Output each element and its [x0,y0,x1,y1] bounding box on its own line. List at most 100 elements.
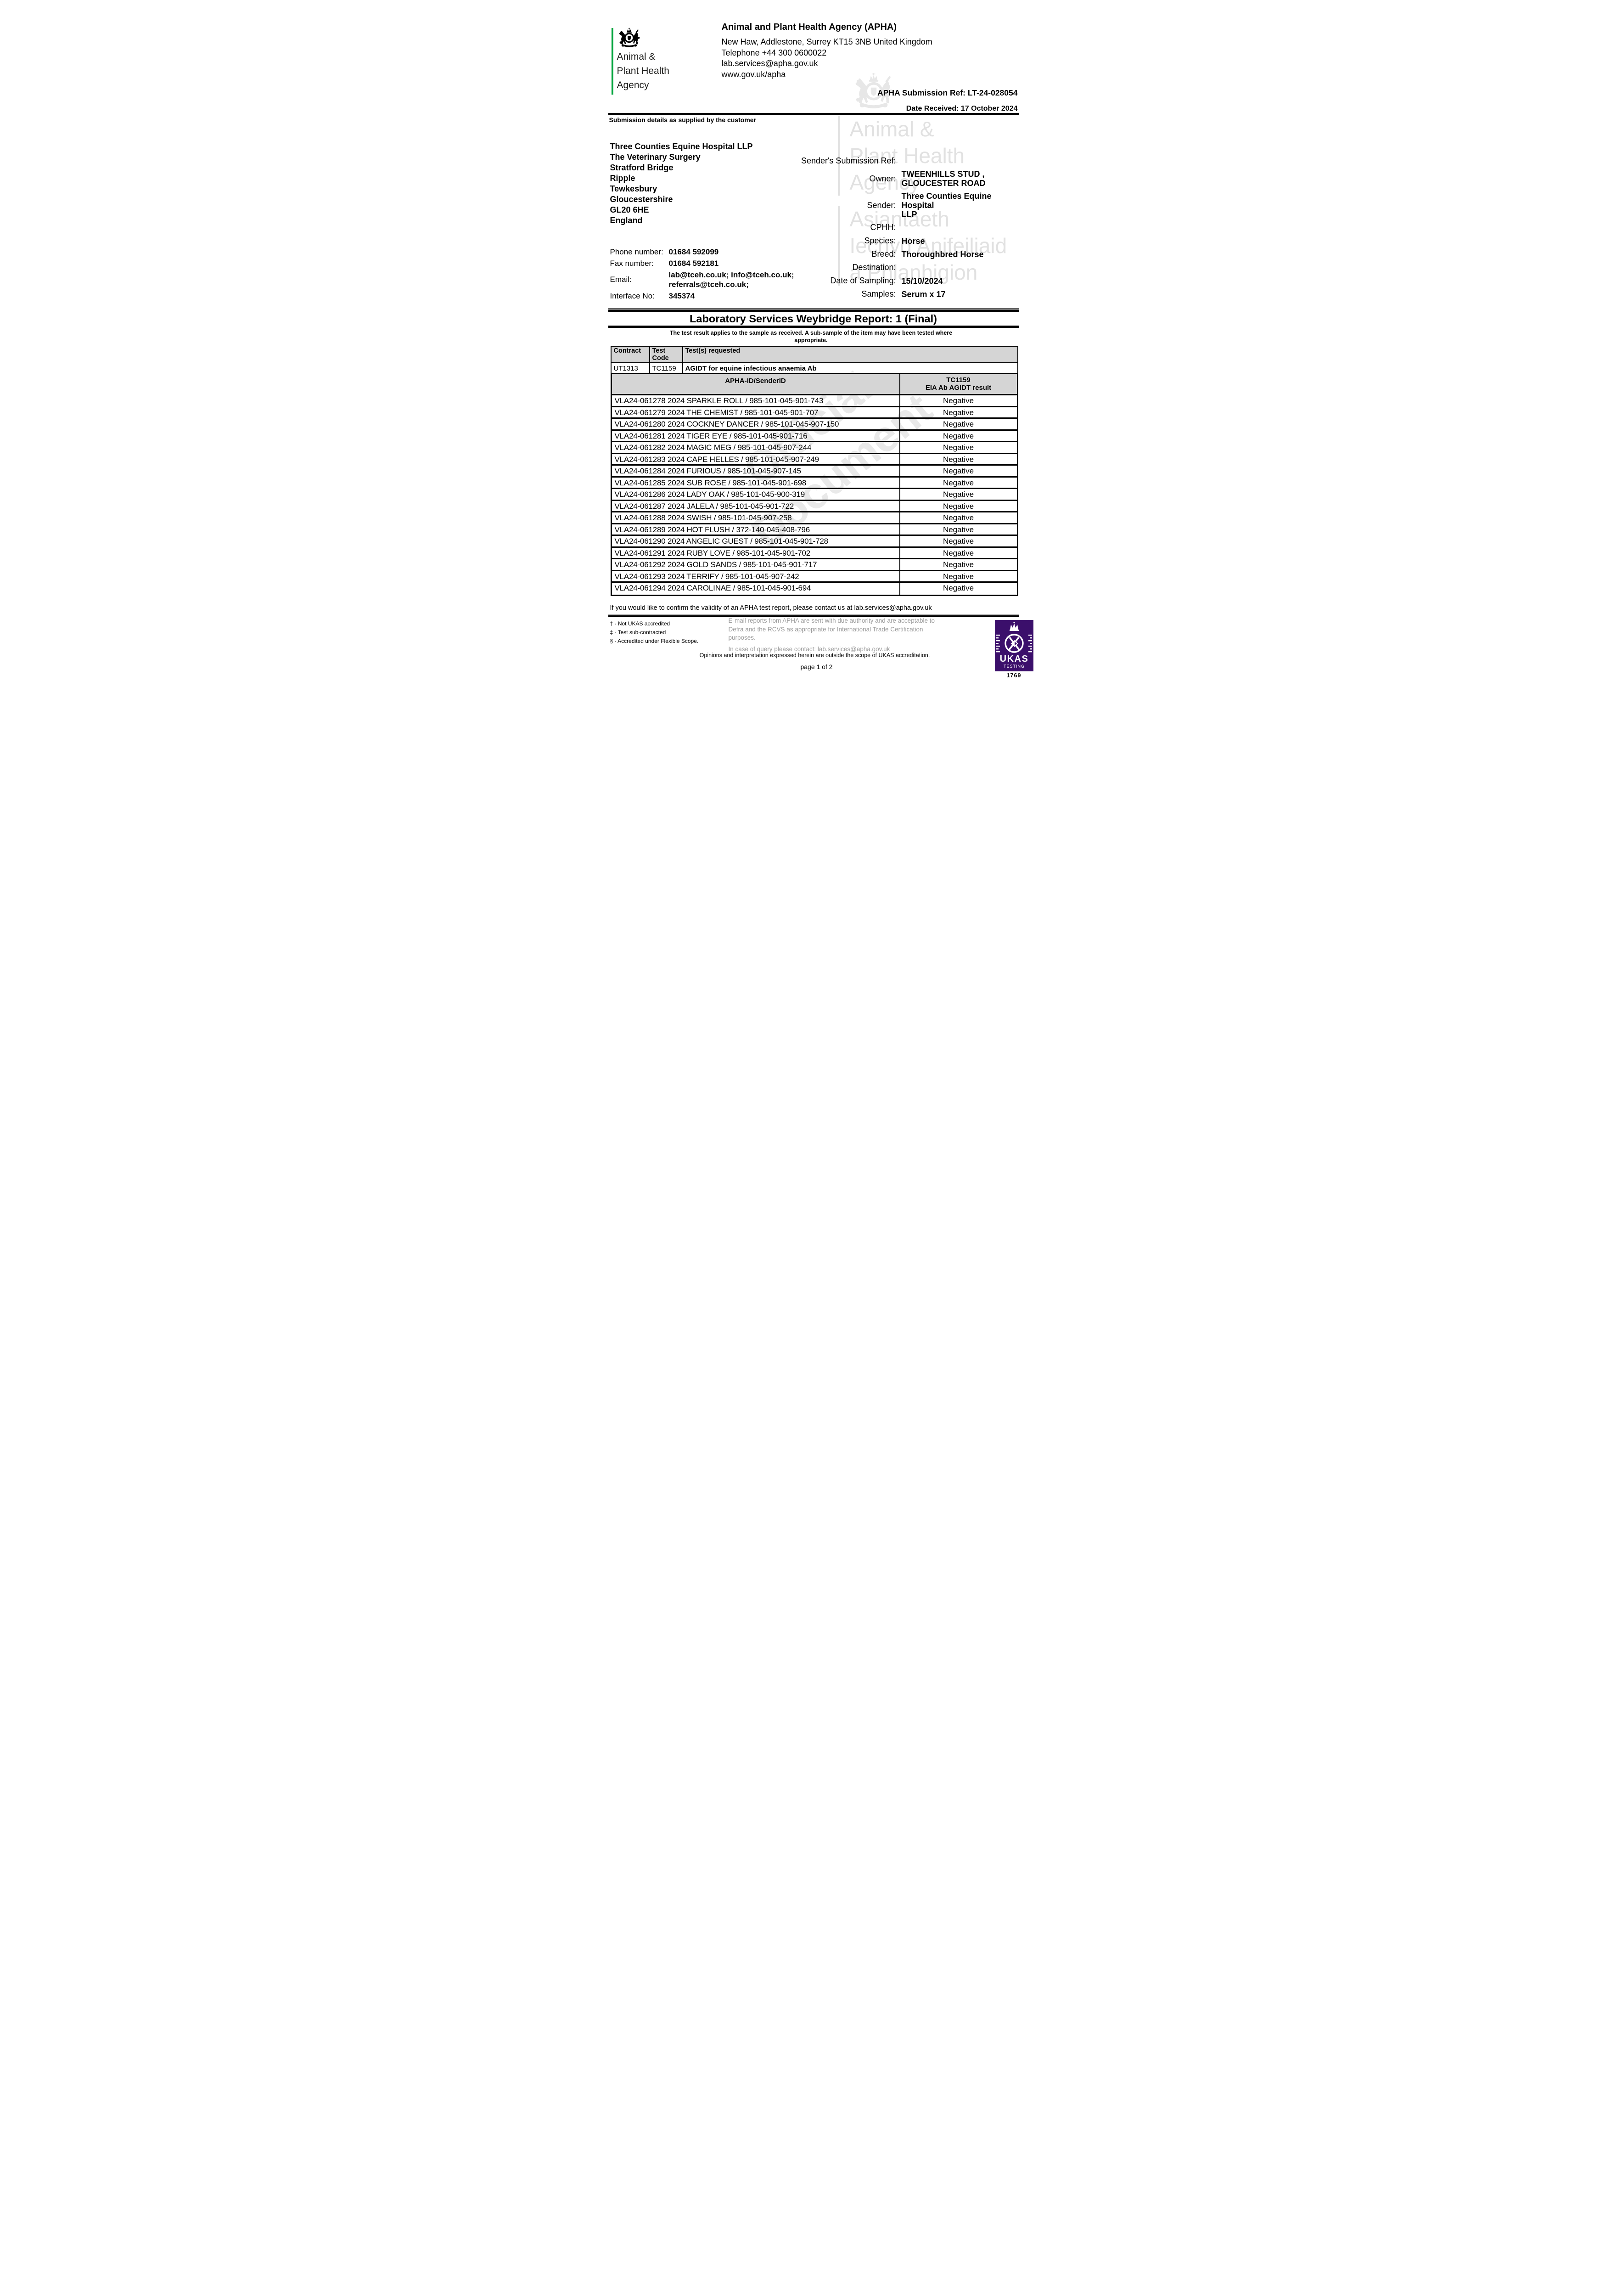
title-thin-rule [608,308,1019,309]
sample-id: VLA24-061289 2024 HOT FLUSH / 372-140-04… [612,524,900,535]
contact-value-line: referrals@tceh.co.uk; [668,280,749,289]
test-result: Negative [943,513,974,522]
field-label: Species: [864,236,896,245]
customer-address-line: Stratford Bridge [610,163,673,172]
submission-field-row: Destination: [729,263,1019,272]
watermark-line: Asiantaeth [849,207,949,231]
result-row: VLA24-061289 2024 HOT FLUSH / 372-140-04… [612,524,1017,536]
result-row: VLA24-061283 2024 CAPE HELLES / 985-101-… [612,454,1017,466]
email-notice-text: E-mail reports from APHA are sent with d… [728,617,935,641]
customer-address-block: Three Counties Equine Hospital LLP The Ve… [610,141,753,226]
field-value-line: Three Counties Equine Hospital [901,191,992,210]
result-row: VLA24-061278 2024 SPARKLE ROLL / 985-101… [612,395,1017,407]
field-value: Horse [902,236,1014,246]
tests-requested-row: UT1313 TC1159 AGIDT for equine infectiou… [612,363,1017,376]
watermark-line: Iechyd Anifeiliaid [849,234,1007,258]
submission-field-row: Sender: Three Counties Equine Hospital LLP [729,191,1019,219]
submission-field-row: Species: Horse [729,236,1019,246]
tests-requested-header-row: Contract Test Code Test(s) requested [611,347,1017,363]
sample-id: VLA24-061290 2024 ANGELIC GUEST / 985-10… [612,536,900,546]
footnote: † - Not UKAS accredited [610,620,670,627]
apha-logo-wordmark: Animal & Plant Health Agency [617,50,669,92]
contact-value: lab@tceh.co.uk; info@tceh.co.uk; referral… [669,270,802,289]
field-value-line: Thoroughbred Horse [901,249,984,259]
customer-address-line: GL20 6HE [610,205,649,214]
customer-address-line: Gloucestershire [610,195,673,204]
agency-title: Animal and Plant Health Agency (APHA) [721,22,897,32]
submission-field-row: Sender's Submission Ref: [729,156,1019,166]
field-value: Serum x 17 [902,290,1014,299]
result-row: VLA24-061279 2024 THE CHEMIST / 985-101-… [612,407,1017,419]
watermark-line: Agency [849,170,920,194]
contact-label: Email: [610,275,632,284]
sample-id: VLA24-061291 2024 RUBY LOVE / 985-101-04… [612,547,900,558]
sample-id: VLA24-061280 2024 COCKNEY DANCER / 985-1… [612,419,900,429]
test-result: Negative [943,431,974,440]
field-label: Samples: [861,289,896,298]
sample-id: VLA24-061283 2024 CAPE HELLES / 985-101-… [612,454,900,464]
field-label: Owner: [869,174,896,183]
sample-id: VLA24-061293 2024 TERRIFY / 985-101-045-… [612,571,900,581]
result-row: VLA24-061284 2024 FURIOUS / 985-101-045-… [612,466,1017,478]
title-bottom-rule [608,326,1019,328]
contact-value-line: 01684 592099 [668,248,719,256]
contact-value-line: 01684 592181 [668,259,719,268]
contact-field-row: Phone number: 01684 592099 [610,247,808,257]
ukas-testing-logo: UKAS TESTING [994,620,1033,671]
result-row: VLA24-061280 2024 COCKNEY DANCER / 985-1… [612,419,1017,431]
footer-rule [608,615,1019,617]
result-row: VLA24-061282 2024 MAGIC MEG / 985-101-04… [612,442,1017,454]
customer-address-line: The Veterinary Surgery [610,152,701,162]
sample-id: VLA24-061286 2024 LADY OAK / 985-101-045… [612,489,900,500]
sample-note: The test result applies to the sample as… [669,330,953,343]
result-row: VLA24-061286 2024 LADY OAK / 985-101-045… [612,489,1017,501]
test-result: Negative [943,572,974,581]
result-row: VLA24-061287 2024 JALELA / 985-101-045-9… [612,501,1017,512]
field-value-line: Horse [901,236,925,246]
col-header-result: TC1159 EIA Ab AGIDT result [900,374,1017,394]
logo-wordmark-line: Plant Health [617,66,669,76]
contact-value: 01684 592099 [669,247,802,257]
contact-value: 345374 [669,291,802,301]
lab-report-page: Animal & Plant Health Agency Asiantaeth Iec… [567,0,1055,689]
customer-address-line: England [610,216,643,225]
test-result: Negative [943,455,974,464]
accreditation-footnotes: † - Not UKAS accredited ‡ - Test sub-cont… [610,621,699,647]
sample-id: VLA24-061282 2024 MAGIC MEG / 985-101-04… [612,442,900,453]
result-header-test-code: TC1159 [946,376,971,384]
agency-address: New Haw, Addlestone, Surrey KT15 3NB Uni… [721,37,932,46]
sample-id: VLA24-061292 2024 GOLD SANDS / 985-101-0… [612,559,900,570]
agency-website: www.gov.uk/apha [721,69,786,79]
apha-submission-ref: APHA Submission Ref: LT-24-028054 [877,88,1018,97]
test-result: Negative [943,408,974,417]
field-value: Three Counties Equine Hospital LLP [902,191,1014,219]
col-header-tests-requested: Test(s) requested [685,347,741,355]
test-result: Negative [943,478,974,487]
test-result: Negative [943,501,974,511]
test-code-value: TC1159 [650,363,683,376]
results-rows: VLA24-061278 2024 SPARKLE ROLL / 985-101… [612,395,1017,595]
watermark-line: Plant Health [849,144,965,168]
submission-field-row: Owner: TWEENHILLS STUD , GLOUCESTER ROAD [729,169,1019,188]
logo-wordmark-line: Agency [617,80,649,90]
apha-welsh-watermark: Asiantaeth Iechyd Anifeiliaid a Phlanhigio… [837,206,1007,286]
agency-header: Animal and Plant Health Agency (APHA) Ne… [722,22,937,80]
results-header-row: APHA-ID/SenderID TC1159 EIA Ab AGIDT res… [612,374,1017,395]
email-authority-notice: E-mail reports from APHA are sent with d… [729,617,941,653]
field-value-line: GLOUCESTER ROAD [901,179,986,188]
contact-value-line: 345374 [668,292,695,300]
test-result: Negative [943,584,974,592]
contact-label: Fax number: [610,259,654,268]
ukas-disclaimer: Opinions and interpretation expressed he… [699,652,930,658]
sample-id: VLA24-061284 2024 FURIOUS / 985-101-045-… [612,466,900,476]
field-label: Destination: [852,263,896,272]
test-result: Negative [943,396,974,405]
test-result: Negative [943,525,974,534]
field-label: Date of Sampling: [830,276,896,285]
contact-field-row: Email: lab@tceh.co.uk; info@tceh.co.uk; re… [610,270,808,289]
contact-value-line: lab@tceh.co.uk; info@tceh.co.uk; [668,270,794,279]
submission-field-row: Breed: Thoroughbred Horse [729,249,1019,259]
field-value: TWEENHILLS STUD , GLOUCESTER ROAD [902,169,1014,188]
sample-id: VLA24-061285 2024 SUB ROSE / 985-101-045… [612,477,900,488]
watermark-line: Animal & [849,117,934,141]
